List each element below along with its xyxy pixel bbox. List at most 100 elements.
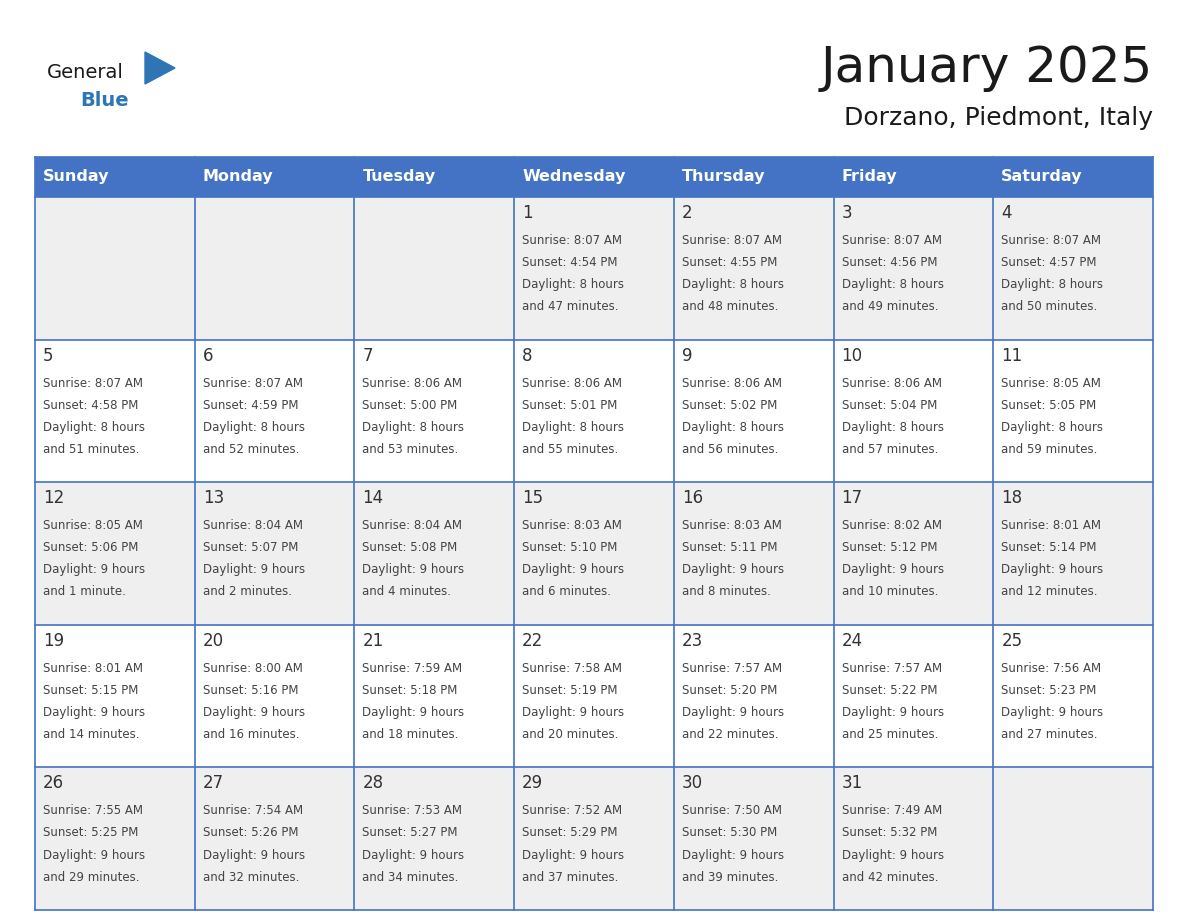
Bar <box>993 482 1154 625</box>
Text: Daylight: 9 hours: Daylight: 9 hours <box>362 706 465 719</box>
Text: and 14 minutes.: and 14 minutes. <box>43 728 139 741</box>
Text: Sunset: 4:54 PM: Sunset: 4:54 PM <box>523 256 618 269</box>
Text: 22: 22 <box>523 632 543 650</box>
Text: and 29 minutes.: and 29 minutes. <box>43 870 139 884</box>
Text: Sunrise: 8:03 AM: Sunrise: 8:03 AM <box>682 520 782 532</box>
Text: Sunrise: 8:06 AM: Sunrise: 8:06 AM <box>523 376 623 389</box>
Text: Daylight: 9 hours: Daylight: 9 hours <box>523 706 624 719</box>
Text: 31: 31 <box>841 775 862 792</box>
Text: Sunrise: 8:06 AM: Sunrise: 8:06 AM <box>362 376 462 389</box>
Text: Daylight: 9 hours: Daylight: 9 hours <box>362 848 465 862</box>
Text: Sunrise: 8:06 AM: Sunrise: 8:06 AM <box>682 376 782 389</box>
Text: Sunset: 5:12 PM: Sunset: 5:12 PM <box>841 542 937 554</box>
Text: 11: 11 <box>1001 347 1023 364</box>
Bar <box>34 157 195 197</box>
Bar <box>993 625 1154 767</box>
Text: Sunset: 5:05 PM: Sunset: 5:05 PM <box>1001 398 1097 411</box>
Bar <box>993 340 1154 482</box>
Text: and 34 minutes.: and 34 minutes. <box>362 870 459 884</box>
Text: Sunset: 5:15 PM: Sunset: 5:15 PM <box>43 684 138 697</box>
Bar <box>34 625 195 767</box>
Text: Sunset: 5:30 PM: Sunset: 5:30 PM <box>682 826 777 839</box>
Text: Sunset: 5:26 PM: Sunset: 5:26 PM <box>203 826 298 839</box>
Text: Sunset: 4:59 PM: Sunset: 4:59 PM <box>203 398 298 411</box>
Bar <box>34 197 195 340</box>
Text: Sunrise: 8:07 AM: Sunrise: 8:07 AM <box>1001 234 1101 247</box>
Text: and 48 minutes.: and 48 minutes. <box>682 300 778 313</box>
Bar <box>993 197 1154 340</box>
Text: Daylight: 9 hours: Daylight: 9 hours <box>682 706 784 719</box>
Text: and 39 minutes.: and 39 minutes. <box>682 870 778 884</box>
Text: Sunrise: 8:04 AM: Sunrise: 8:04 AM <box>362 520 462 532</box>
Text: Sunset: 5:18 PM: Sunset: 5:18 PM <box>362 684 457 697</box>
Text: Sunset: 5:04 PM: Sunset: 5:04 PM <box>841 398 937 411</box>
Text: Daylight: 8 hours: Daylight: 8 hours <box>43 420 145 433</box>
Bar <box>195 482 354 625</box>
Text: Thursday: Thursday <box>682 170 765 185</box>
Text: Sunset: 5:32 PM: Sunset: 5:32 PM <box>841 826 937 839</box>
Text: 30: 30 <box>682 775 703 792</box>
Text: Sunset: 4:58 PM: Sunset: 4:58 PM <box>43 398 138 411</box>
Text: 7: 7 <box>362 347 373 364</box>
Text: Saturday: Saturday <box>1001 170 1082 185</box>
Text: Sunset: 5:20 PM: Sunset: 5:20 PM <box>682 684 777 697</box>
Text: and 25 minutes.: and 25 minutes. <box>841 728 939 741</box>
Text: 3: 3 <box>841 204 852 222</box>
Text: Monday: Monday <box>203 170 273 185</box>
Text: January 2025: January 2025 <box>821 44 1154 92</box>
Text: 4: 4 <box>1001 204 1012 222</box>
Text: 13: 13 <box>203 489 225 508</box>
Text: and 2 minutes.: and 2 minutes. <box>203 586 292 599</box>
Text: Sunrise: 7:52 AM: Sunrise: 7:52 AM <box>523 804 623 817</box>
Text: Daylight: 9 hours: Daylight: 9 hours <box>841 564 943 577</box>
Text: 10: 10 <box>841 347 862 364</box>
Text: Tuesday: Tuesday <box>362 170 436 185</box>
Text: 16: 16 <box>682 489 703 508</box>
Text: Sunset: 5:27 PM: Sunset: 5:27 PM <box>362 826 457 839</box>
Text: Daylight: 9 hours: Daylight: 9 hours <box>43 706 145 719</box>
Text: and 16 minutes.: and 16 minutes. <box>203 728 299 741</box>
Text: Daylight: 8 hours: Daylight: 8 hours <box>1001 420 1104 433</box>
Text: Sunrise: 7:59 AM: Sunrise: 7:59 AM <box>362 662 462 675</box>
Text: and 4 minutes.: and 4 minutes. <box>362 586 451 599</box>
Text: 23: 23 <box>682 632 703 650</box>
Text: Sunrise: 8:04 AM: Sunrise: 8:04 AM <box>203 520 303 532</box>
Text: Daylight: 8 hours: Daylight: 8 hours <box>841 278 943 291</box>
Text: 14: 14 <box>362 489 384 508</box>
Text: Daylight: 9 hours: Daylight: 9 hours <box>362 564 465 577</box>
Text: 26: 26 <box>43 775 64 792</box>
Text: and 27 minutes.: and 27 minutes. <box>1001 728 1098 741</box>
Text: and 1 minute.: and 1 minute. <box>43 586 126 599</box>
Text: Sunrise: 7:50 AM: Sunrise: 7:50 AM <box>682 804 782 817</box>
Bar <box>674 767 834 910</box>
Bar <box>834 767 993 910</box>
Text: Daylight: 9 hours: Daylight: 9 hours <box>1001 706 1104 719</box>
Bar <box>195 157 354 197</box>
Text: 5: 5 <box>43 347 53 364</box>
Text: Sunset: 5:00 PM: Sunset: 5:00 PM <box>362 398 457 411</box>
Bar <box>34 340 195 482</box>
Text: Sunrise: 8:02 AM: Sunrise: 8:02 AM <box>841 520 942 532</box>
Text: 20: 20 <box>203 632 223 650</box>
Text: Daylight: 9 hours: Daylight: 9 hours <box>682 564 784 577</box>
Text: Sunrise: 8:03 AM: Sunrise: 8:03 AM <box>523 520 623 532</box>
Bar <box>514 340 674 482</box>
Bar <box>34 482 195 625</box>
Bar <box>195 767 354 910</box>
Text: and 56 minutes.: and 56 minutes. <box>682 442 778 456</box>
Text: and 32 minutes.: and 32 minutes. <box>203 870 299 884</box>
Text: 28: 28 <box>362 775 384 792</box>
Text: and 12 minutes.: and 12 minutes. <box>1001 586 1098 599</box>
Text: 27: 27 <box>203 775 223 792</box>
Text: Sunset: 5:19 PM: Sunset: 5:19 PM <box>523 684 618 697</box>
Bar <box>195 197 354 340</box>
Text: 18: 18 <box>1001 489 1023 508</box>
Bar <box>514 197 674 340</box>
Text: Blue: Blue <box>80 91 128 109</box>
Text: Sunrise: 8:07 AM: Sunrise: 8:07 AM <box>841 234 942 247</box>
Text: Sunset: 5:25 PM: Sunset: 5:25 PM <box>43 826 138 839</box>
Text: Sunrise: 8:06 AM: Sunrise: 8:06 AM <box>841 376 942 389</box>
Text: and 50 minutes.: and 50 minutes. <box>1001 300 1098 313</box>
Bar <box>514 625 674 767</box>
Text: Daylight: 8 hours: Daylight: 8 hours <box>841 420 943 433</box>
